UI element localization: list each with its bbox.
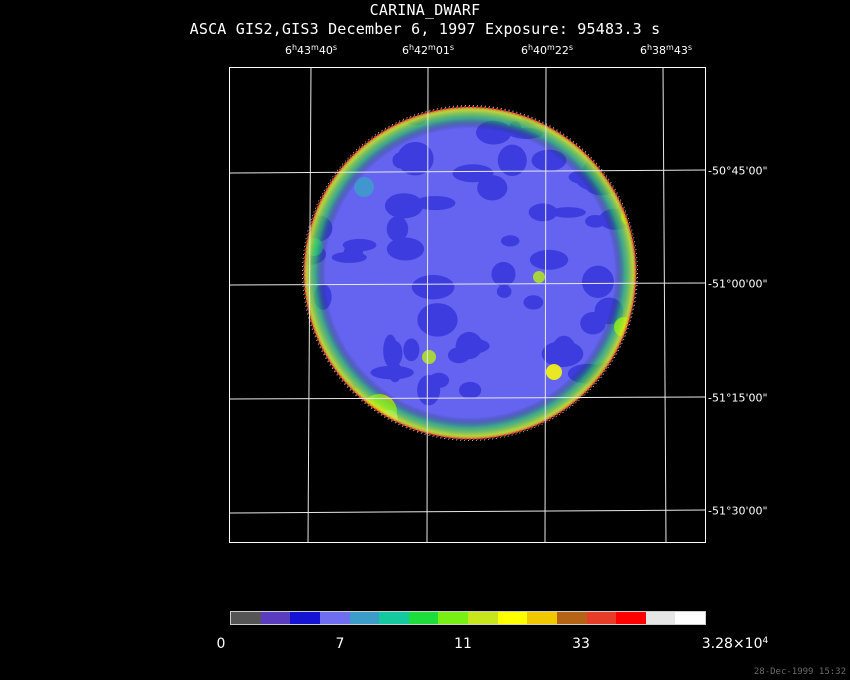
emission-patch (304, 416, 340, 439)
emission-patch (596, 398, 621, 411)
colorbar-segment (675, 612, 705, 624)
ra-tick-label: 6h40m22s (520, 43, 574, 57)
emission-patch (304, 112, 327, 137)
colorbar-max-label: 3.28×104 (701, 636, 769, 652)
emission-patch (304, 410, 325, 439)
colorbar (230, 611, 706, 625)
emission-patch (607, 419, 636, 431)
colorbar-segment (468, 612, 498, 624)
colorbar-segment (231, 612, 261, 624)
colorbar-label: 33 (572, 636, 590, 652)
colorbar-label: 0 (216, 636, 226, 652)
bright-source-spot (339, 397, 359, 417)
emission-patch (600, 407, 622, 434)
image-subtitle: ASCA GIS2,GIS3 December 6, 1997 Exposure… (189, 20, 661, 38)
dec-tick-label: -51°15'00" (708, 391, 768, 405)
emission-patch (625, 402, 636, 432)
dec-tick-label: -51°30'00" (708, 504, 768, 518)
emission-patch (336, 107, 378, 129)
ra-tick-label: 6h43m40s (284, 43, 338, 57)
colorbar-label: 11 (454, 636, 472, 652)
colorbar-segment (527, 612, 557, 624)
ra-tick-label: 6h42m01s (401, 43, 455, 57)
colorbar-label: 7 (335, 636, 345, 652)
emission-patch (355, 107, 384, 124)
colorbar-segment (379, 612, 409, 624)
bright-source-spot (481, 454, 497, 470)
colorbar-segment (290, 612, 320, 624)
colorbar-segment (616, 612, 646, 624)
colorbar-segment (260, 612, 291, 624)
bright-source-spot (567, 430, 581, 439)
plot-frame (229, 67, 706, 543)
colorbar-segment (349, 612, 380, 624)
image-title: CARINA_DWARF (369, 1, 481, 19)
timestamp: 28-Dec-1999 15:32 (753, 667, 846, 677)
coordinate-grid (229, 67, 706, 543)
emission-patch (576, 107, 593, 117)
emission-patch (321, 148, 351, 161)
colorbar-segment (319, 612, 350, 624)
dec-tick-label: -51°00'00" (708, 277, 768, 291)
colorbar-segment (586, 612, 617, 624)
colorbar-segment (438, 612, 468, 624)
colorbar-segment (497, 612, 528, 624)
colorbar-segment (645, 612, 676, 624)
xray-image-plot (229, 67, 706, 543)
dec-tick-label: -50°45'00" (708, 164, 768, 178)
ra-tick-label: 6h38m43s (639, 43, 693, 57)
colorbar-segment (408, 612, 439, 624)
colorbar-segment (556, 612, 587, 624)
